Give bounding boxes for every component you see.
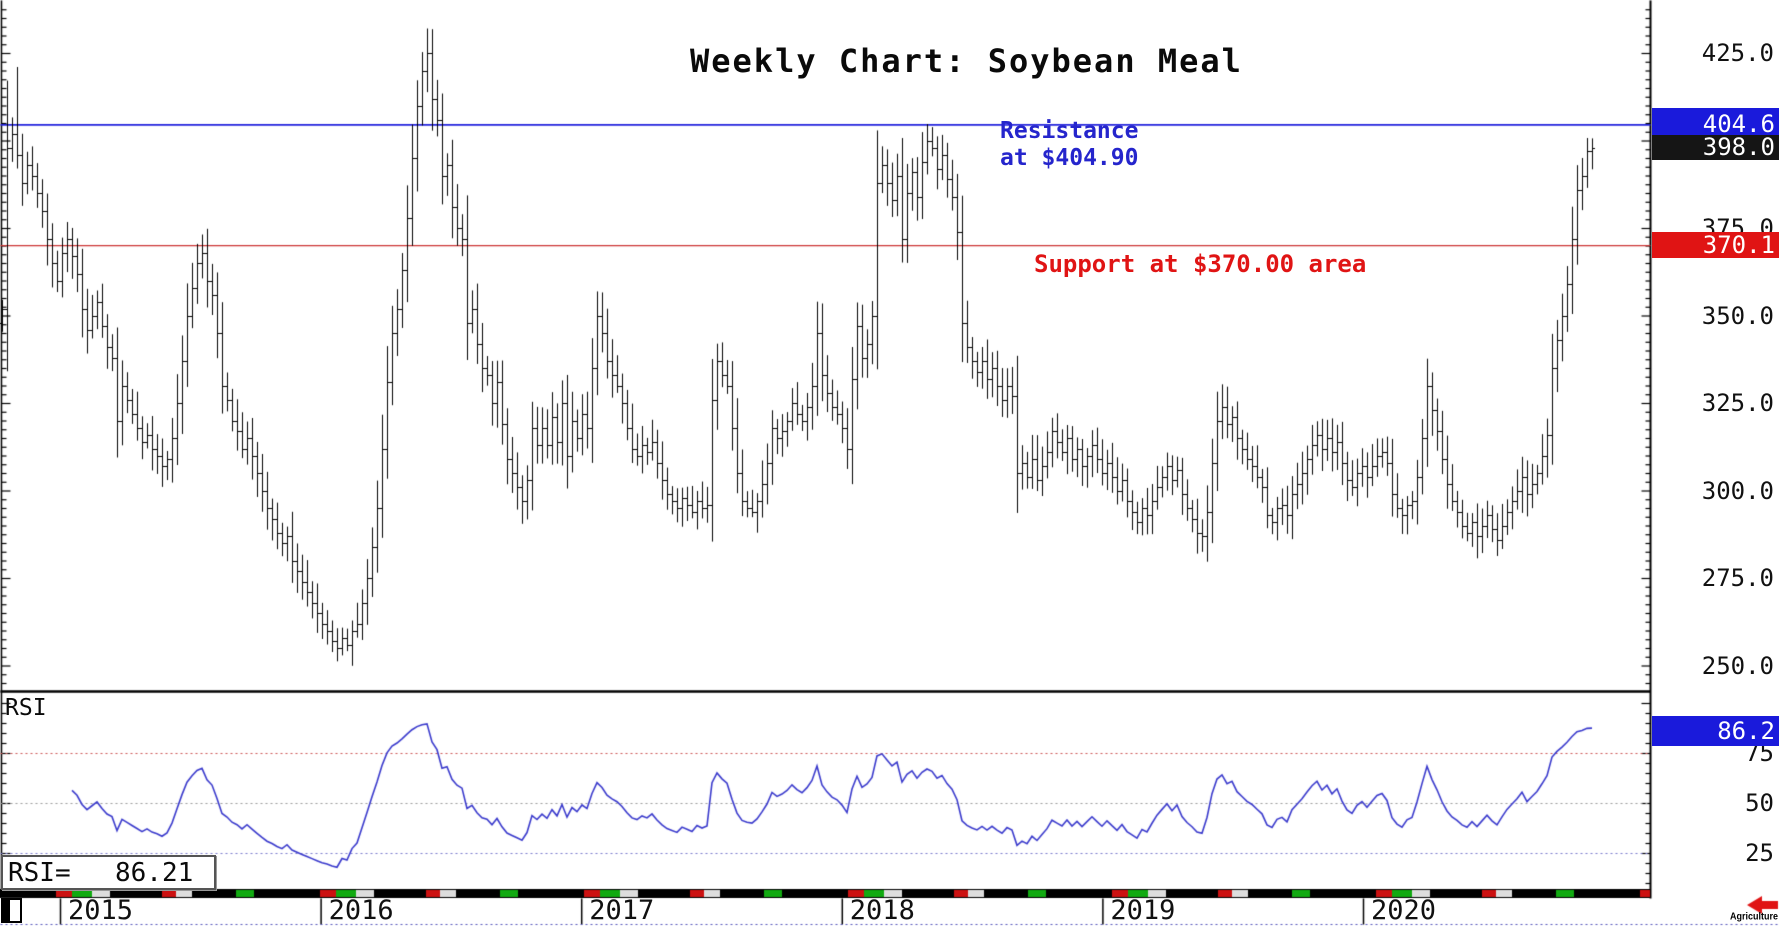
- year-label-2019: 2019: [1110, 895, 1176, 926]
- support-annotation: Support at $370.00 area: [1034, 250, 1367, 278]
- year-label-2017: 2017: [589, 895, 655, 926]
- price-badge-398.0: 398.0: [1652, 135, 1779, 160]
- brand-watermark: Agriculture: [1729, 910, 1778, 922]
- price-axis-label: 300.0: [1701, 476, 1774, 505]
- year-label-2016: 2016: [328, 895, 394, 926]
- rsi-axis-label: 25: [1745, 839, 1774, 867]
- rsi-readout-box: RSI= 86.21: [1, 855, 216, 890]
- year-label-2018: 2018: [849, 895, 915, 926]
- page-title: Weekly Chart: Soybean Meal: [690, 42, 1243, 80]
- price-badge-370.1: 370.1: [1652, 232, 1779, 259]
- resistance-annotation-line2: at $404.90: [1000, 145, 1139, 171]
- price-axis-label: 275.0: [1701, 564, 1774, 592]
- price-axis: 425.0 375.0 350.0 325.0 300.0 275.0 250.0: [1650, 0, 1780, 926]
- price-axis-label: 325.0: [1701, 389, 1774, 417]
- rsi-readout-label: RSI=: [8, 858, 71, 888]
- scrollbar-fill: [3, 900, 10, 921]
- rsi-panel-label: RSI: [5, 695, 47, 721]
- price-axis-label: 425.0: [1701, 39, 1774, 67]
- resistance-annotation-line1: Resistance: [1000, 118, 1139, 144]
- scrollbar-handle[interactable]: [1, 898, 22, 923]
- rsi-axis-label: 50: [1745, 789, 1774, 817]
- price-axis-label: 350.0: [1701, 301, 1774, 330]
- year-label-2015: 2015: [68, 895, 134, 926]
- rsi-badge: 86.2: [1652, 715, 1779, 746]
- rsi-readout-value: 86.21: [115, 858, 194, 888]
- year-label-2020: 2020: [1371, 895, 1437, 926]
- price-axis-label: 250.0: [1701, 651, 1774, 680]
